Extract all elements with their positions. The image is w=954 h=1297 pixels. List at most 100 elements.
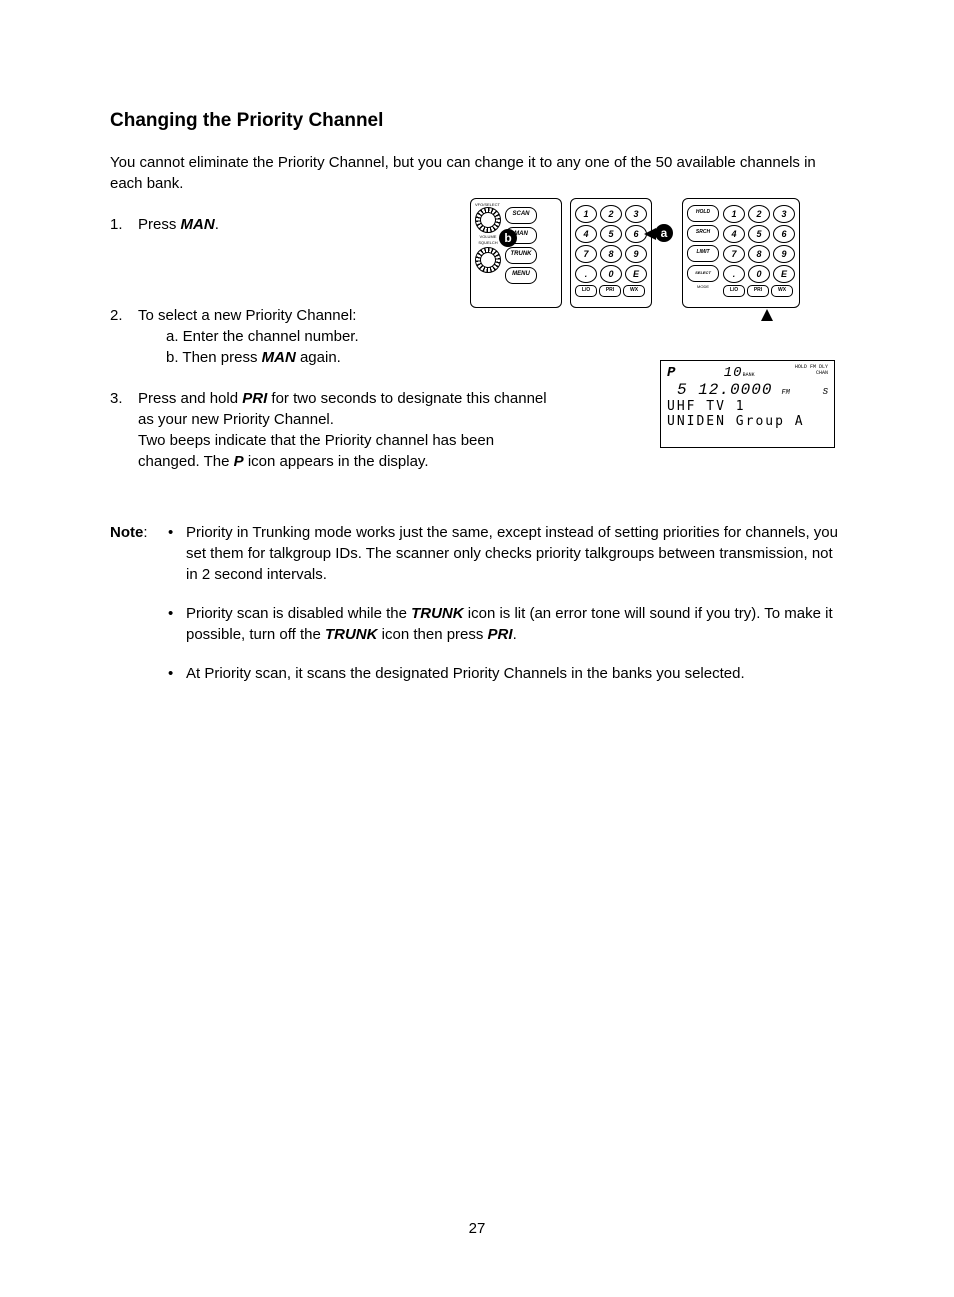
p3-key-7-icon: 7	[723, 245, 745, 263]
step-2b-a: b. Then press	[166, 349, 262, 366]
callout-b: b	[499, 229, 517, 247]
p3-key-1-icon: 1	[723, 205, 745, 223]
p3-lo-pill-icon: L/O	[723, 285, 745, 297]
p3-key-dot-icon: .	[723, 265, 745, 283]
step-2b-man: MAN	[262, 349, 296, 366]
step-1-man: MAN	[181, 216, 215, 233]
volume-label: VOLUME	[480, 235, 497, 239]
step-2: 2. To select a new Priority Channel: a. …	[110, 305, 844, 368]
p3-wx-pill-icon: WX	[771, 285, 793, 297]
step-2-num: 2.	[110, 305, 138, 368]
p3-key-9-icon: 9	[773, 245, 795, 263]
note-colon: :	[143, 524, 147, 541]
heading: Changing the Priority Channel	[110, 110, 844, 132]
lcd-frequency: 5 12.0000	[677, 381, 772, 399]
step-1-text-c: .	[215, 216, 219, 233]
p3-key-5-icon: 5	[748, 225, 770, 243]
arrow-a-icon	[644, 228, 656, 240]
panel-1: VFO/SELECT VOLUME SQUELCH SCAN MAN TRUNK…	[470, 198, 562, 308]
pri-pill-icon: PRI	[599, 285, 621, 297]
note-3-text: At Priority scan, it scans the designate…	[186, 663, 745, 684]
bullet-2: •	[168, 603, 186, 645]
limit-button-icon: LIMIT	[687, 245, 719, 262]
squelch-label: SQUELCH	[478, 241, 497, 245]
step-3a: Press and hold	[138, 390, 242, 407]
key-9-icon: 9	[625, 245, 647, 263]
p3-key-4-icon: 4	[723, 225, 745, 243]
note-item-2: • Priority scan is disabled while the TR…	[168, 603, 844, 645]
p3-key-0-icon: 0	[748, 265, 770, 283]
step-3f: icon appears in the display.	[244, 453, 429, 470]
step-2b-c: again.	[296, 349, 341, 366]
keypad-2: 1 2 3 4 5 6 7 8 9 . 0 E	[575, 205, 647, 283]
p3-key-8-icon: 8	[748, 245, 770, 263]
key-7-icon: 7	[575, 245, 597, 263]
bullet-3: •	[168, 663, 186, 684]
wx-pill-icon: WX	[623, 285, 645, 297]
step-1-num: 1.	[110, 214, 138, 235]
select-button-icon: SELECT	[687, 265, 719, 282]
key-0-icon: 0	[600, 265, 622, 283]
n2a: Priority scan is disabled while the	[186, 605, 411, 622]
figures-row: VFO/SELECT VOLUME SQUELCH SCAN MAN TRUNK…	[470, 198, 800, 308]
lcd-channel: 10	[724, 365, 743, 381]
n2g: .	[513, 626, 517, 643]
lcd-p-icon: P	[667, 365, 675, 381]
lcd-bank-label: BANK	[743, 372, 755, 378]
panel-2: 1 2 3 4 5 6 7 8 9 . 0 E L/O PRI WX a	[570, 198, 652, 308]
squelch-knob-icon	[475, 247, 501, 273]
key-2-icon: 2	[600, 205, 622, 223]
step-1-text-a: Press	[138, 216, 181, 233]
lcd-s: S	[823, 387, 828, 397]
key-e-icon: E	[625, 265, 647, 283]
p3-pri-pill-icon: PRI	[747, 285, 769, 297]
menu-button-icon: MENU	[505, 267, 537, 284]
lcd-chan-label: CHAN	[816, 370, 828, 376]
callout-a: a	[655, 224, 673, 242]
lcd-fm: FM	[781, 389, 789, 397]
lcd-line4: UNIDEN Group A	[667, 414, 828, 429]
key-1-icon: 1	[575, 205, 597, 223]
p3-key-e-icon: E	[773, 265, 795, 283]
vfo-knob-icon	[475, 207, 501, 233]
note-label-wrap: Note:	[110, 522, 168, 702]
step-2-body: To select a new Priority Channel: a. Ent…	[138, 305, 844, 368]
page-number: 27	[0, 1220, 954, 1237]
step-3-body: Press and hold PRI for two seconds to de…	[138, 388, 558, 472]
hold-button-icon: HOLD	[687, 205, 719, 222]
panel-3: HOLD SRCH LIMIT SELECT MODE 1 2 3 4 5 6 …	[682, 198, 800, 308]
arrow-pri-icon	[761, 309, 773, 321]
lo-pill-icon: L/O	[575, 285, 597, 297]
key-4-icon: 4	[575, 225, 597, 243]
trunk-button-icon: TRUNK	[505, 247, 537, 264]
note-bullets: • Priority in Trunking mode works just t…	[168, 522, 844, 702]
note-item-3: • At Priority scan, it scans the designa…	[168, 663, 844, 684]
key-5-icon: 5	[600, 225, 622, 243]
note-block: Note: • Priority in Trunking mode works …	[110, 522, 844, 702]
bullet-1: •	[168, 522, 186, 585]
mode-label: MODE	[687, 285, 719, 289]
srch-button-icon: SRCH	[687, 225, 719, 242]
n2-pri: PRI	[488, 626, 513, 643]
n2-trunk2: TRUNK	[325, 626, 378, 643]
note-item-1: • Priority in Trunking mode works just t…	[168, 522, 844, 585]
scan-button-icon: SCAN	[505, 207, 537, 224]
intro-text: You cannot eliminate the Priority Channe…	[110, 152, 844, 194]
p3-key-2-icon: 2	[748, 205, 770, 223]
n2-trunk1: TRUNK	[411, 605, 464, 622]
note-2-text: Priority scan is disabled while the TRUN…	[186, 603, 844, 645]
lcd-hold: HOLD	[795, 364, 807, 370]
lcd-display: P 10BANK HOLD FM DLY CHAN 5 12.0000 FM S…	[660, 360, 835, 448]
key-dot-icon: .	[575, 265, 597, 283]
n2e: icon then press	[377, 626, 487, 643]
note-label: Note	[110, 524, 143, 541]
keypad-3: 1 2 3 4 5 6 7 8 9 . 0 E	[723, 205, 795, 283]
key-8-icon: 8	[600, 245, 622, 263]
p3-key-3-icon: 3	[773, 205, 795, 223]
step-3-num: 3.	[110, 388, 138, 472]
p3-key-6-icon: 6	[773, 225, 795, 243]
key-3-icon: 3	[625, 205, 647, 223]
step-2-sub-a: a. Enter the channel number.	[166, 326, 844, 347]
step-3-p-icon: P	[234, 453, 244, 470]
step-3-pri: PRI	[242, 390, 267, 407]
